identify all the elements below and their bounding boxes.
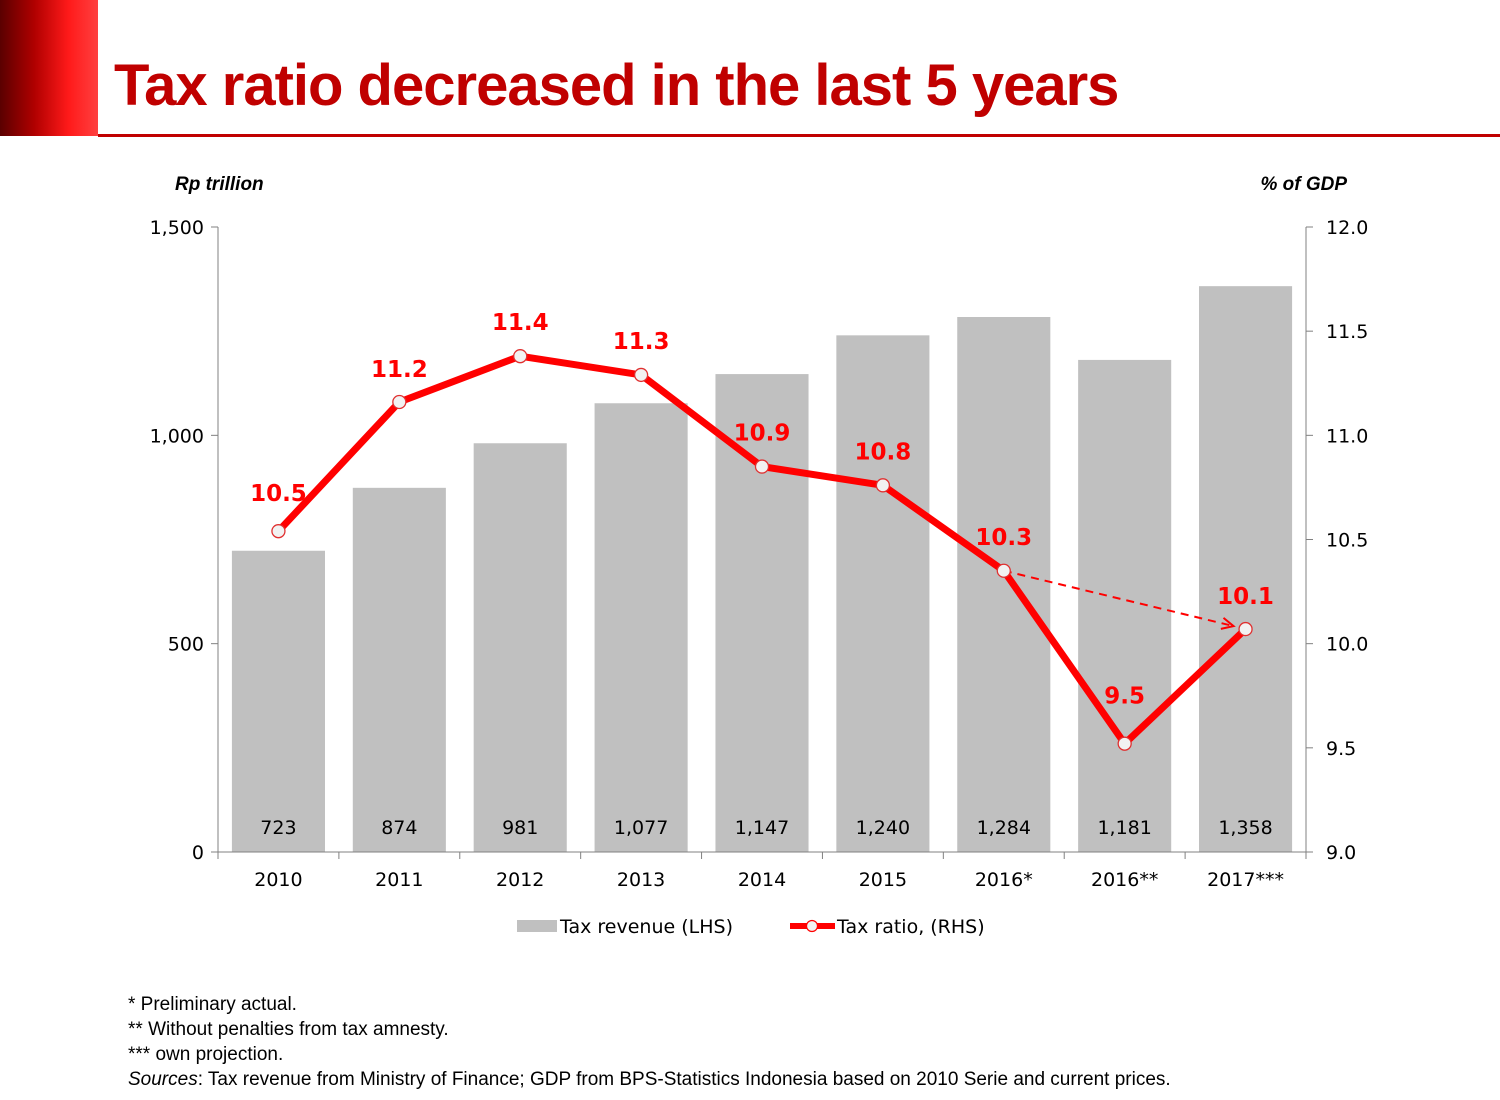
tax-ratio-point-2 [513, 349, 528, 364]
line-layer [271, 349, 1253, 751]
chart-legend: Tax revenue (LHS) Tax ratio, (RHS) [517, 916, 985, 938]
tax-ratio-point-3 [633, 367, 649, 383]
bar-0 [231, 550, 325, 852]
ratio-label-0: 10.5 [250, 481, 307, 507]
x-tick-label-3: 2013 [617, 869, 665, 891]
legend-line-marker [805, 919, 819, 933]
slide-title: Tax ratio decreased in the last 5 years [114, 53, 1119, 118]
title-accent-block [0, 0, 98, 136]
right-tick-label-3: 10.5 [1326, 530, 1368, 552]
footnote-sources: Sources: Tax revenue from Ministry of Fi… [128, 1067, 1171, 1092]
left-tick-label-2: 1,000 [150, 425, 204, 447]
right-tick-label-6: 12.0 [1326, 217, 1368, 239]
legend-line-label: Tax ratio, (RHS) [836, 916, 985, 938]
bar-3 [594, 403, 688, 852]
left-tick-label-3: 1,500 [150, 217, 204, 239]
tax-ratio-point-7 [1117, 736, 1132, 751]
ratio-label-7: 9.5 [1104, 684, 1145, 710]
right-tick-label-0: 9.0 [1326, 842, 1356, 864]
tax-ratio-point-1 [392, 394, 407, 410]
legend-bar-swatch [517, 920, 557, 932]
x-tick-label-8: 2017*** [1207, 869, 1284, 891]
x-tick-label-7: 2016** [1091, 869, 1158, 891]
left-tick-label-1: 500 [168, 634, 204, 656]
bar-value-label-2: 981 [502, 817, 538, 839]
title-underline [98, 134, 1500, 137]
bar-6 [957, 317, 1051, 852]
footnote-no-penalties: ** Without penalties from tax amnesty. [128, 1019, 449, 1040]
footnote-projection: *** own projection. [128, 1044, 284, 1065]
right-axis-unit: % of GDP [1260, 174, 1347, 195]
right-tick-label-5: 11.5 [1326, 321, 1368, 343]
tax-ratio-point-5 [875, 478, 891, 493]
bar-value-label-3: 1,077 [614, 817, 668, 839]
axes-layer: 0 500 1,000 1,500 9.0 9.5 10.0 10.5 11.0 11.5 12.0… [150, 217, 1369, 891]
tax-ratio-point-0 [271, 524, 286, 539]
ratio-label-8: 10.1 [1217, 584, 1274, 610]
x-tick-label-2: 2012 [496, 869, 544, 891]
projection-dashed-arrow [1003, 569, 1234, 628]
tax-chart: Rp trillion % of GDP 0 500 1,000 1,500 9.0 9.… [150, 174, 1369, 938]
right-tick-label-4: 11.0 [1326, 425, 1368, 447]
footnote-preliminary: * Preliminary actual. [128, 994, 297, 1015]
right-tick-label-1: 9.5 [1326, 738, 1356, 760]
bar-value-label-0: 723 [260, 817, 296, 839]
bar-7 [1078, 359, 1172, 852]
x-tick-label-4: 2014 [738, 869, 786, 891]
projection-arrowhead [1220, 617, 1236, 630]
ratio-label-1: 11.2 [371, 357, 428, 383]
tax-ratio-point-6 [996, 563, 1011, 578]
x-tick-label-6: 2016* [975, 869, 1033, 891]
footnotes: * Preliminary actual. ** Without penalti… [128, 992, 1171, 1092]
x-tick-label-0: 2010 [254, 869, 302, 891]
bar-value-label-7: 1,181 [1097, 817, 1151, 839]
left-tick-label-0: 0 [192, 842, 204, 864]
sources-text: : Tax revenue from Ministry of Finance; … [197, 1069, 1171, 1090]
bar-5 [836, 335, 930, 852]
left-axis-unit: Rp trillion [175, 174, 264, 195]
bar-value-label-5: 1,240 [856, 817, 910, 839]
tax-ratio-point-4 [754, 459, 770, 474]
x-tick-label-5: 2015 [859, 869, 907, 891]
ratio-label-2: 11.4 [492, 310, 549, 336]
ratio-label-5: 10.8 [855, 439, 912, 465]
bar-2 [473, 443, 567, 852]
right-tick-label-2: 10.0 [1326, 634, 1368, 656]
bar-value-label-4: 1,147 [735, 817, 789, 839]
ratio-label-4: 10.9 [734, 421, 791, 447]
bar-value-label-6: 1,284 [977, 817, 1031, 839]
ratio-label-3: 11.3 [613, 329, 670, 355]
ratio-label-6: 10.3 [975, 525, 1032, 551]
legend-bar-label: Tax revenue (LHS) [559, 916, 733, 938]
x-tick-label-1: 2011 [375, 869, 423, 891]
bars-layer [231, 286, 1293, 853]
bar-4 [715, 374, 809, 852]
labels-layer: 723 874 981 1,077 1,147 1,240 1,284 1,181 1,358 1… [250, 310, 1274, 839]
bar-value-label-8: 1,358 [1218, 817, 1272, 839]
bar-value-label-1: 874 [381, 817, 417, 839]
sources-label: Sources [128, 1069, 198, 1090]
bar-1 [352, 487, 446, 852]
tax-ratio-point-8 [1238, 621, 1253, 637]
bar-8 [1199, 286, 1293, 853]
